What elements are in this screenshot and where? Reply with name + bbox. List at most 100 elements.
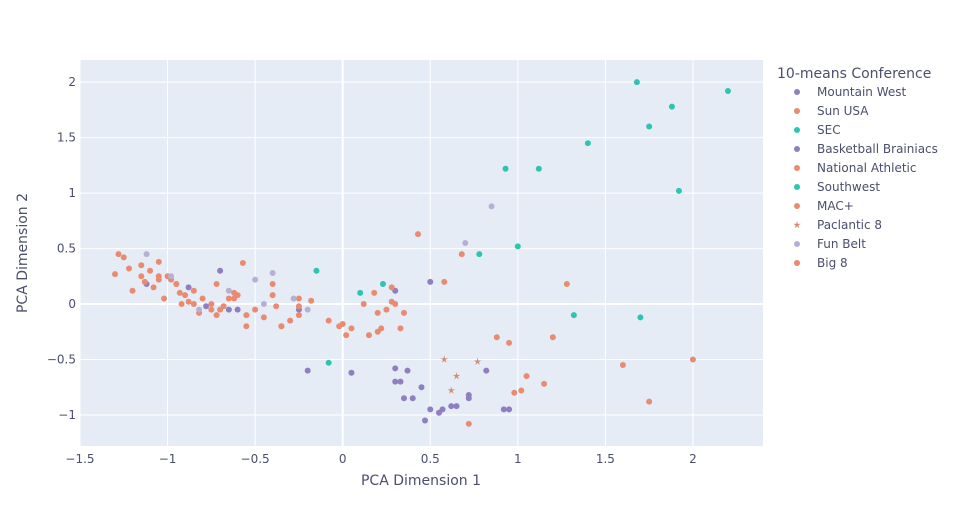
data-point-paclantic-8[interactable] [447, 386, 456, 394]
data-point-mountain-west[interactable] [348, 369, 355, 376]
data-point-sun-usa[interactable] [383, 306, 390, 313]
data-point-sun-usa[interactable] [325, 317, 332, 324]
data-point-national-athletic[interactable] [371, 289, 378, 296]
data-point-mountain-west[interactable] [392, 378, 399, 385]
data-point-mountain-west[interactable] [217, 267, 224, 274]
data-point-big-8[interactable] [252, 306, 259, 313]
legend-item-paclantic-8[interactable]: Paclantic 8 [793, 218, 882, 232]
data-point-mac-[interactable] [523, 373, 530, 380]
data-point-fun-belt[interactable] [252, 276, 259, 283]
data-point-sun-usa[interactable] [225, 295, 232, 302]
data-point-mountain-west[interactable] [427, 406, 434, 413]
data-point-sec[interactable] [675, 187, 682, 194]
data-point-fun-belt[interactable] [269, 269, 276, 276]
data-point-national-athletic[interactable] [646, 398, 653, 405]
data-point-mac-[interactable] [360, 301, 367, 308]
legend-item-national-athletic[interactable]: National Athletic [794, 161, 916, 175]
data-point-national-athletic[interactable] [458, 251, 465, 258]
data-point-sec[interactable] [633, 79, 640, 86]
data-point-big-8[interactable] [178, 301, 185, 308]
data-point-mac-[interactable] [278, 323, 285, 330]
data-point-southwest[interactable] [570, 312, 577, 319]
data-point-big-8[interactable] [269, 281, 276, 288]
data-point-big-8[interactable] [549, 334, 556, 341]
data-point-mac-[interactable] [541, 380, 548, 387]
data-point-mac-[interactable] [295, 295, 302, 302]
data-point-national-athletic[interactable] [273, 303, 280, 310]
legend-item-basketball-brainiacs[interactable]: Basketball Brainiacs [794, 142, 938, 156]
data-point-national-athletic[interactable] [129, 287, 136, 294]
data-point-national-athletic[interactable] [150, 284, 157, 291]
legend-item-sec[interactable]: SEC [794, 123, 841, 137]
data-point-sec[interactable] [646, 123, 653, 130]
data-point-big-8[interactable] [506, 339, 513, 346]
data-point-sec[interactable] [668, 103, 675, 110]
data-point-southwest[interactable] [379, 281, 386, 288]
data-point-basketball-brainiacs[interactable] [448, 403, 455, 410]
data-point-mac-[interactable] [493, 334, 500, 341]
data-point-fun-belt[interactable] [304, 306, 311, 313]
data-point-sun-usa[interactable] [243, 323, 250, 330]
data-point-mac-[interactable] [190, 301, 197, 308]
data-point-sun-usa[interactable] [208, 301, 215, 308]
data-point-mac-[interactable] [374, 309, 381, 316]
data-point-basketball-brainiacs[interactable] [203, 303, 210, 310]
data-point-mountain-west[interactable] [400, 395, 407, 402]
data-point-sun-usa[interactable] [112, 271, 119, 278]
data-point-big-8[interactable] [465, 420, 472, 427]
legend-item-mac-[interactable]: MAC+ [794, 199, 854, 213]
data-point-big-8[interactable] [348, 325, 355, 332]
data-point-basketball-brainiacs[interactable] [185, 284, 192, 291]
data-point-sun-usa[interactable] [269, 292, 276, 299]
data-point-sun-usa[interactable] [199, 295, 206, 302]
data-point-national-athletic[interactable] [308, 297, 315, 304]
data-point-mac-[interactable] [138, 262, 145, 269]
data-point-mountain-west[interactable] [422, 417, 429, 424]
data-point-fun-belt[interactable] [260, 301, 267, 308]
data-point-basketball-brainiacs[interactable] [436, 409, 443, 416]
data-point-fun-belt[interactable] [290, 295, 297, 302]
data-point-paclantic-8[interactable] [452, 372, 461, 380]
data-point-mac-[interactable] [208, 306, 215, 313]
data-point-national-athletic[interactable] [176, 289, 183, 296]
data-point-basketball-brainiacs[interactable] [500, 406, 507, 413]
data-point-fun-belt[interactable] [488, 203, 495, 210]
data-point-paclantic-8[interactable] [473, 357, 482, 365]
legend-item-southwest[interactable]: Southwest [794, 180, 880, 194]
data-point-national-athletic[interactable] [343, 332, 350, 339]
data-point-mac-[interactable] [511, 389, 518, 396]
data-point-fun-belt[interactable] [462, 240, 469, 247]
data-point-big-8[interactable] [441, 278, 448, 285]
data-point-national-athletic[interactable] [388, 284, 395, 291]
data-point-national-athletic[interactable] [260, 314, 267, 321]
data-point-mountain-west[interactable] [453, 403, 460, 410]
data-point-mountain-west[interactable] [409, 395, 416, 402]
data-point-fun-belt[interactable] [196, 306, 203, 313]
data-point-basketball-brainiacs[interactable] [427, 278, 434, 285]
data-point-fun-belt[interactable] [168, 273, 175, 280]
data-point-southwest[interactable] [357, 289, 364, 296]
data-point-southwest[interactable] [637, 314, 644, 321]
data-point-sun-usa[interactable] [287, 317, 294, 324]
data-point-sec[interactable] [514, 243, 521, 250]
data-point-fun-belt[interactable] [225, 287, 232, 294]
data-point-fun-belt[interactable] [143, 251, 150, 258]
data-point-sun-usa[interactable] [182, 292, 189, 299]
data-point-basketball-brainiacs[interactable] [397, 378, 404, 385]
data-point-national-athletic[interactable] [185, 298, 192, 305]
legend-item-fun-belt[interactable]: Fun Belt [794, 237, 866, 251]
data-point-sec[interactable] [535, 165, 542, 172]
data-point-national-athletic[interactable] [231, 295, 238, 302]
data-point-big-8[interactable] [365, 332, 372, 339]
data-point-national-athletic[interactable] [518, 387, 525, 394]
data-point-sun-usa[interactable] [190, 287, 197, 294]
data-point-southwest[interactable] [313, 267, 320, 274]
data-point-sec[interactable] [502, 165, 509, 172]
data-point-national-athletic[interactable] [295, 312, 302, 319]
data-point-mountain-west[interactable] [483, 367, 490, 374]
data-point-mountain-west[interactable] [234, 306, 241, 313]
data-point-mac-[interactable] [155, 273, 162, 280]
data-point-sun-usa[interactable] [138, 273, 145, 280]
data-point-big-8[interactable] [231, 289, 238, 296]
data-point-national-athletic[interactable] [397, 325, 404, 332]
